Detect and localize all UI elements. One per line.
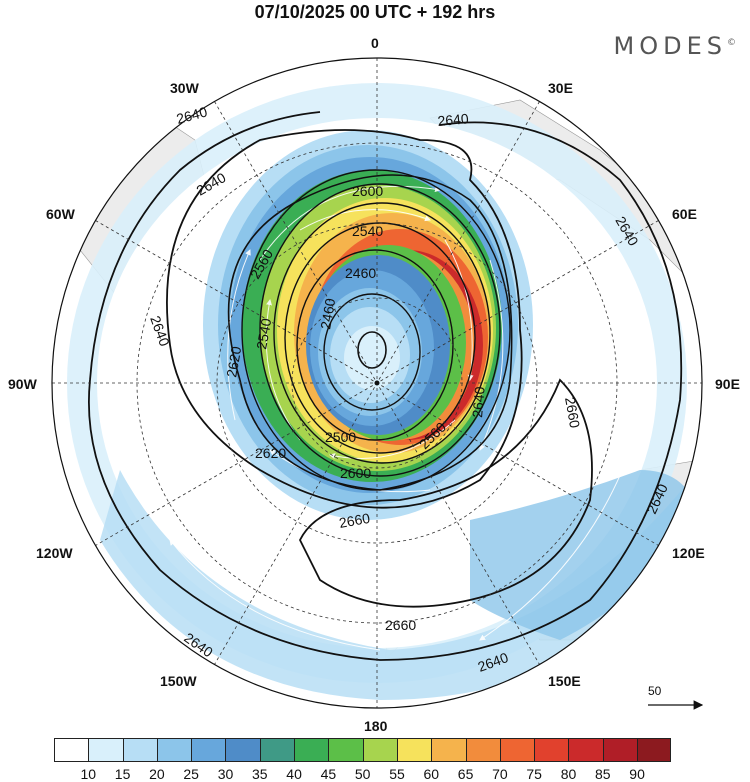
wind-arrows — [109, 139, 642, 651]
south-pole-marker — [374, 380, 380, 386]
colorbar-tick-label: 90 — [629, 766, 645, 782]
colorbar-swatch — [225, 738, 260, 762]
contour-label-2660-lower: 2660 — [385, 617, 416, 633]
colorbar-swatch — [431, 738, 466, 762]
modes-brand-logo: MODES© — [613, 32, 736, 60]
colorbar-tick-label: 30 — [217, 766, 234, 782]
height-contours — [88, 111, 683, 661]
lon-label-60e: 60E — [672, 206, 697, 222]
contour-label-2460-top: 2460 — [345, 265, 376, 281]
colorbar-tick-label: 50 — [354, 766, 371, 782]
contour-label-2460-left: 2460 — [317, 297, 338, 331]
lon-label-120w: 120W — [36, 545, 73, 561]
contour-label-2620-bottom: 2620 — [255, 445, 286, 461]
lon-label-90w: 90W — [8, 376, 37, 392]
colorbar-tick-label: 15 — [114, 766, 131, 782]
colorbar-tick-label: 10 — [80, 766, 97, 782]
lon-label-30w: 30W — [170, 80, 199, 96]
colorbar-swatch — [259, 738, 295, 762]
contour-label-2640-upper-left: 2640 — [175, 103, 209, 127]
colorbar-tick-label: 85 — [595, 766, 611, 782]
colorbar-tick-label: 20 — [149, 766, 165, 782]
reference-vector-label: 50 — [648, 684, 662, 698]
colorbar-tick-label: 70 — [492, 766, 508, 782]
colorbar-tick-label: 65 — [457, 766, 474, 782]
colorbar-tick-label: 40 — [286, 766, 302, 782]
contour-label-2640-top-right: 2640 — [437, 110, 470, 129]
colorbar-swatch — [294, 738, 329, 762]
lon-label-150w: 150W — [160, 673, 197, 689]
lon-label-60w: 60W — [46, 206, 75, 222]
lon-label-180: 180 — [364, 718, 388, 734]
colorbar-swatch — [191, 738, 226, 762]
contour-label-2640-right: 2640 — [469, 386, 488, 419]
contour-label-2600-top: 2600 — [352, 183, 383, 199]
lon-label-90e: 90E — [715, 376, 740, 392]
colorbar-swatch — [396, 738, 432, 762]
colorbar-swatch — [122, 738, 157, 762]
colorbar-swatch — [362, 738, 397, 762]
contour-label-2540-left: 2540 — [253, 317, 274, 351]
wind-speed-colorbar — [54, 738, 672, 762]
colorbar-tick-label: 80 — [560, 766, 577, 782]
contour-label-2600-bottom: 2600 — [340, 465, 371, 481]
contour-label-2540-top: 2540 — [352, 223, 383, 239]
colorbar-swatch — [328, 738, 363, 762]
colorbar-tick-label: 35 — [252, 766, 268, 782]
lon-label-30e: 30E — [548, 80, 573, 96]
colorbar-swatch — [637, 738, 672, 762]
colorbar-swatch — [54, 738, 89, 762]
colorbar-tick-label: 55 — [389, 766, 405, 782]
contour-label-2660-bottom: 2660 — [338, 510, 372, 531]
contour-label-2660-right: 2660 — [562, 396, 583, 430]
map-boundary — [51, 57, 703, 709]
map-title: 07/10/2025 00 UTC + 192 hrs — [254, 2, 496, 22]
colorbar-swatch — [568, 738, 603, 762]
colorbar-swatch — [534, 738, 569, 762]
lon-label-120e: 120E — [672, 545, 705, 561]
colorbar-tick-label: 45 — [320, 766, 337, 782]
colorbar-swatch — [602, 738, 638, 762]
colorbar-swatch — [156, 738, 192, 762]
contour-label-2620-left: 2620 — [223, 345, 244, 379]
lon-label-150e: 150E — [548, 673, 581, 689]
colorbar-swatch — [499, 738, 535, 762]
colorbar-tick-label: 25 — [183, 766, 199, 782]
lon-label-0: 0 — [371, 35, 379, 51]
colorbar-swatch — [88, 738, 123, 762]
colorbar-tick-label: 60 — [423, 766, 440, 782]
colorbar-tick-label: 75 — [526, 766, 542, 782]
colorbar-swatch — [465, 738, 500, 762]
contour-label-2500-bottom: 2500 — [325, 429, 356, 445]
